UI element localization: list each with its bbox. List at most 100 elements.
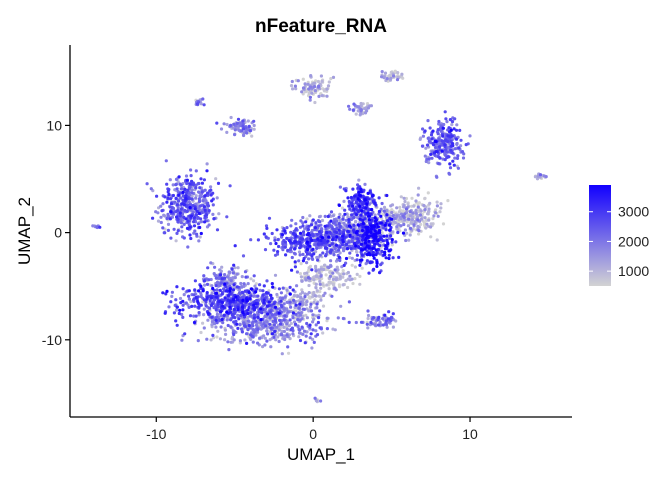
data-point — [412, 204, 416, 208]
data-point — [188, 233, 192, 237]
data-point — [305, 307, 309, 311]
data-point — [241, 254, 246, 258]
data-point — [165, 289, 169, 293]
data-point — [233, 128, 237, 132]
data-point — [327, 235, 331, 239]
data-point — [319, 267, 323, 271]
data-point — [301, 215, 305, 220]
data-point — [175, 305, 179, 309]
data-point — [354, 200, 359, 204]
data-point — [468, 134, 472, 138]
data-point — [449, 148, 453, 152]
data-point — [206, 204, 211, 208]
data-point — [386, 317, 390, 321]
data-point — [211, 212, 215, 216]
data-point — [271, 285, 275, 289]
data-point — [159, 204, 163, 208]
data-point — [448, 162, 452, 166]
data-point — [232, 263, 236, 267]
data-point — [299, 275, 303, 279]
data-point — [298, 313, 302, 317]
data-point — [305, 321, 309, 326]
data-point — [196, 215, 200, 220]
data-point — [298, 225, 302, 229]
data-point — [384, 244, 388, 248]
data-point — [209, 303, 213, 308]
data-point — [241, 298, 245, 302]
data-point — [91, 224, 95, 228]
data-point — [390, 240, 394, 244]
data-point — [364, 219, 369, 223]
data-point — [246, 282, 250, 286]
data-point — [337, 203, 341, 207]
data-point — [363, 107, 367, 111]
data-point — [331, 277, 335, 281]
data-point — [338, 212, 342, 217]
data-point — [432, 214, 436, 218]
data-point — [315, 306, 319, 310]
data-point — [344, 256, 349, 261]
data-point — [330, 242, 334, 246]
data-point — [266, 312, 270, 316]
data-point — [406, 224, 410, 228]
data-point — [443, 110, 447, 114]
data-point — [408, 214, 413, 218]
data-point — [265, 226, 269, 230]
data-point — [287, 324, 291, 328]
data-point — [384, 319, 388, 323]
data-point — [212, 322, 217, 326]
data-point — [198, 186, 202, 190]
data-point — [427, 207, 431, 211]
data-point — [317, 220, 322, 224]
data-point — [194, 196, 198, 200]
data-point — [193, 229, 197, 233]
data-point — [355, 253, 359, 257]
data-point — [358, 263, 362, 267]
data-point — [352, 223, 356, 227]
data-point — [179, 187, 183, 191]
data-point — [280, 235, 284, 239]
data-point — [210, 284, 214, 288]
data-point — [438, 145, 442, 149]
data-point — [360, 209, 364, 213]
data-point — [304, 334, 308, 338]
data-point — [383, 253, 387, 257]
data-point — [192, 216, 197, 220]
data-point — [438, 210, 442, 214]
data-point — [258, 283, 262, 287]
data-point — [387, 256, 391, 261]
data-point — [273, 329, 277, 334]
data-point — [382, 226, 386, 230]
data-point — [192, 224, 197, 228]
data-point — [263, 336, 267, 340]
data-point — [180, 312, 184, 317]
data-point — [308, 296, 312, 300]
data-point — [166, 222, 171, 226]
data-point — [286, 310, 290, 314]
data-point — [238, 339, 242, 343]
data-point — [194, 183, 198, 187]
data-point — [351, 204, 355, 208]
data-point — [312, 81, 316, 86]
data-point — [236, 326, 240, 330]
data-point — [387, 249, 391, 253]
data-point — [312, 290, 316, 295]
data-point — [310, 228, 314, 233]
data-point — [385, 325, 389, 329]
data-point — [210, 315, 214, 319]
data-point — [194, 213, 198, 217]
data-point — [226, 294, 231, 298]
data-point — [273, 305, 278, 309]
data-point — [210, 199, 214, 203]
data-point — [311, 313, 315, 317]
data-point — [451, 142, 455, 146]
data-point — [359, 190, 363, 194]
data-point — [436, 214, 440, 218]
data-point — [202, 103, 206, 107]
data-point — [453, 156, 457, 160]
colorbar-tick-label: 2000 — [618, 233, 649, 249]
data-point — [421, 144, 425, 148]
data-point — [425, 143, 430, 147]
data-point — [353, 265, 357, 269]
data-point — [174, 177, 179, 181]
